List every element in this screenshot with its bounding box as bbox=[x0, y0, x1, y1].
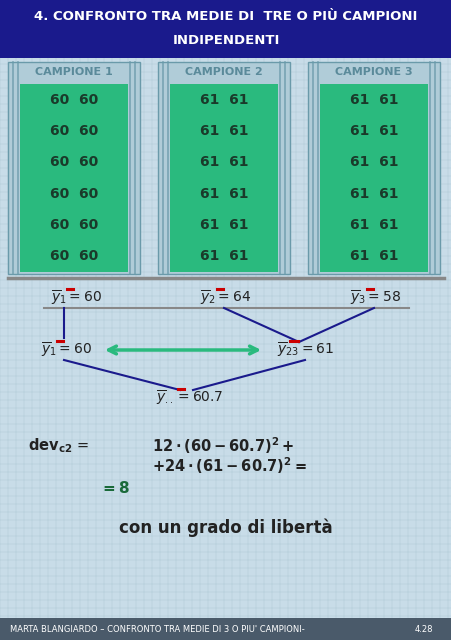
Text: CAMPIONE 2: CAMPIONE 2 bbox=[185, 67, 262, 77]
FancyBboxPatch shape bbox=[8, 62, 140, 274]
Text: 61  61: 61 61 bbox=[349, 93, 397, 107]
Text: INDIPENDENTI: INDIPENDENTI bbox=[172, 33, 279, 47]
Text: 61  61: 61 61 bbox=[199, 156, 248, 170]
Text: 60  60: 60 60 bbox=[50, 156, 98, 170]
FancyBboxPatch shape bbox=[319, 84, 427, 272]
Text: 61  61: 61 61 bbox=[199, 124, 248, 138]
Text: 61  61: 61 61 bbox=[349, 124, 397, 138]
Text: 60  60: 60 60 bbox=[50, 250, 98, 263]
Text: $\mathbf{12 \cdot (60 - 60.7)^2 +}$: $\mathbf{12 \cdot (60 - 60.7)^2 +}$ bbox=[152, 436, 294, 456]
Text: 61  61: 61 61 bbox=[199, 93, 248, 107]
Text: 61  61: 61 61 bbox=[199, 187, 248, 201]
Text: 61  61: 61 61 bbox=[199, 250, 248, 263]
Text: 61  61: 61 61 bbox=[349, 218, 397, 232]
Text: 60  60: 60 60 bbox=[50, 93, 98, 107]
Text: CAMPIONE 1: CAMPIONE 1 bbox=[35, 67, 113, 77]
Text: con un grado di libertà: con un grado di libertà bbox=[119, 519, 332, 537]
Text: $\overline{y}_1 = 60$: $\overline{y}_1 = 60$ bbox=[41, 340, 91, 360]
Text: $\overline{y}_{..} = 60.7$: $\overline{y}_{..} = 60.7$ bbox=[155, 388, 222, 408]
Text: 4.28: 4.28 bbox=[414, 625, 433, 634]
Text: $\mathbf{dev_{c2}}$ =: $\mathbf{dev_{c2}}$ = bbox=[28, 436, 89, 455]
Text: $\overline{y}_3 = 58$: $\overline{y}_3 = 58$ bbox=[350, 289, 400, 308]
FancyBboxPatch shape bbox=[0, 0, 451, 58]
Text: $\mathbf{= 8}$: $\mathbf{= 8}$ bbox=[100, 480, 130, 496]
Text: 61  61: 61 61 bbox=[349, 156, 397, 170]
Text: 61  61: 61 61 bbox=[349, 187, 397, 201]
FancyBboxPatch shape bbox=[0, 618, 451, 640]
Text: 60  60: 60 60 bbox=[50, 187, 98, 201]
Text: $\mathbf{+ 24 \cdot (61 - 60.7)^2 =}$: $\mathbf{+ 24 \cdot (61 - 60.7)^2 =}$ bbox=[152, 456, 306, 476]
Text: 61  61: 61 61 bbox=[349, 250, 397, 263]
Text: $\overline{y}_{23} = 61$: $\overline{y}_{23} = 61$ bbox=[276, 340, 333, 360]
Text: 61  61: 61 61 bbox=[199, 218, 248, 232]
Text: $\overline{y}_1 = 60$: $\overline{y}_1 = 60$ bbox=[51, 289, 101, 308]
Text: $\overline{y}_2 = 64$: $\overline{y}_2 = 64$ bbox=[200, 289, 251, 308]
FancyBboxPatch shape bbox=[170, 84, 277, 272]
Text: 60  60: 60 60 bbox=[50, 218, 98, 232]
Text: 4. CONFRONTO TRA MEDIE DI  TRE O PIÙ CAMPIONI: 4. CONFRONTO TRA MEDIE DI TRE O PIÙ CAMP… bbox=[34, 10, 417, 22]
FancyBboxPatch shape bbox=[307, 62, 439, 274]
Text: 60  60: 60 60 bbox=[50, 124, 98, 138]
Text: MARTA BLANGIARDO – CONFRONTO TRA MEDIE DI 3 O PIU' CAMPIONI-: MARTA BLANGIARDO – CONFRONTO TRA MEDIE D… bbox=[10, 625, 304, 634]
Text: CAMPIONE 3: CAMPIONE 3 bbox=[335, 67, 412, 77]
FancyBboxPatch shape bbox=[158, 62, 290, 274]
FancyBboxPatch shape bbox=[20, 84, 128, 272]
